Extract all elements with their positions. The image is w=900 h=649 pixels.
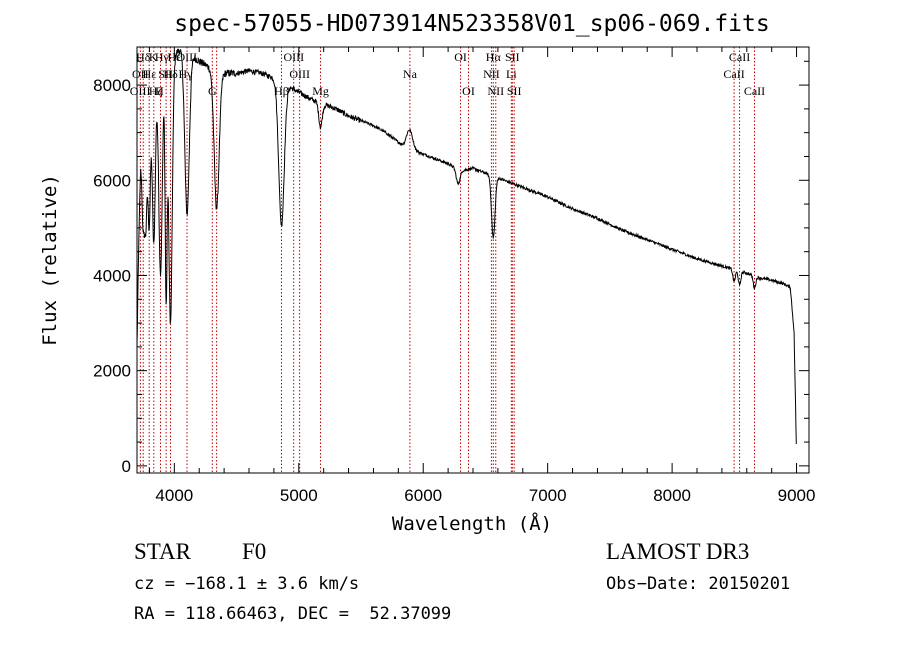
line-label: NII <box>487 84 504 98</box>
line-label: Hα <box>486 50 502 64</box>
line-label: CaII <box>729 50 750 64</box>
line-label: Hβ <box>274 84 289 98</box>
line-label: Hγ <box>155 50 170 64</box>
line-markers <box>139 47 755 473</box>
line-label: NII <box>483 67 500 81</box>
line-label: CaII <box>723 67 744 81</box>
object-type: STAR <box>134 539 191 564</box>
line-label: G <box>208 84 217 98</box>
x-tick-label: 5000 <box>280 486 318 505</box>
y-axis-ticks: 0 2000 4000 6000 8000 <box>93 60 809 476</box>
line-label: OI <box>462 84 475 98</box>
survey-name: LAMOST DR3 <box>606 539 750 564</box>
x-axis-label: Wavelength (Å) <box>392 512 552 535</box>
line-label: OIII <box>283 50 304 64</box>
line-label: SII <box>505 50 520 64</box>
x-tick-label: 8000 <box>653 486 691 505</box>
line-label: K <box>149 50 158 64</box>
chart-title: spec-57055-HD073914N523358V01_sp06-069.f… <box>174 11 769 37</box>
x-tick-label: 4000 <box>155 486 193 505</box>
line-label: OI <box>454 50 467 64</box>
y-tick-label: 4000 <box>93 266 131 285</box>
y-tick-label: 0 <box>122 457 131 476</box>
line-label: Hε <box>143 67 157 81</box>
plot-frame <box>136 46 810 474</box>
spectral-subclass: F0 <box>242 539 267 564</box>
coordinates-text: RA = 118.66463, DEC = 52.37099 <box>134 604 452 624</box>
line-label: Li <box>506 67 517 81</box>
y-tick-label: 6000 <box>93 171 131 190</box>
y-axis-label: Flux (relative) <box>39 174 61 346</box>
x-axis-ticks: 4000 5000 6000 7000 8000 9000 <box>148 47 816 505</box>
line-label: H <box>155 84 164 98</box>
y-tick-label: 8000 <box>93 76 131 95</box>
x-tick-label: 7000 <box>529 486 567 505</box>
x-tick-label: 6000 <box>404 486 442 505</box>
line-label: OII <box>132 67 149 81</box>
line-label: Hδ <box>136 50 151 64</box>
line-label: Hζ <box>149 84 163 98</box>
line-label: OIII <box>130 84 151 98</box>
spectrum-series <box>136 48 797 445</box>
line-label: Hδ <box>163 67 178 81</box>
obs-date-text: Obs−Date: 20150201 <box>606 574 791 594</box>
x-tick-label: 9000 <box>778 486 816 505</box>
line-label: Na <box>403 67 418 81</box>
line-label: Mg <box>312 84 329 98</box>
line-label: OIII <box>289 67 310 81</box>
line-label: SII <box>158 67 173 81</box>
redshift-text: cz = −168.1 ± 3.6 km/s <box>134 574 360 594</box>
line-label: SII <box>507 84 522 98</box>
line-label: CaII <box>744 84 765 98</box>
y-tick-label: 2000 <box>93 362 131 381</box>
